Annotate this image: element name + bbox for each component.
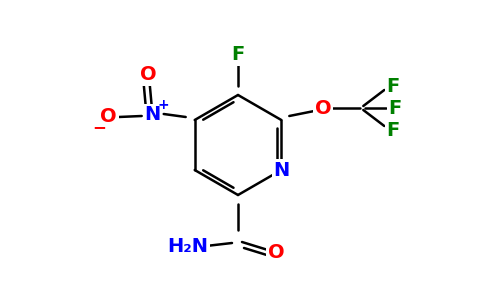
Text: −: − (92, 118, 106, 136)
Text: F: F (231, 46, 244, 64)
Text: +: + (158, 98, 169, 112)
Text: O: O (268, 244, 284, 262)
Text: O: O (140, 65, 157, 85)
Text: O: O (315, 98, 332, 118)
Text: F: F (389, 98, 402, 118)
Text: F: F (387, 76, 400, 95)
Text: O: O (100, 107, 117, 127)
Text: H₂N: H₂N (167, 238, 209, 256)
Text: N: N (273, 160, 289, 179)
Text: F: F (387, 121, 400, 140)
Text: N: N (145, 106, 161, 124)
